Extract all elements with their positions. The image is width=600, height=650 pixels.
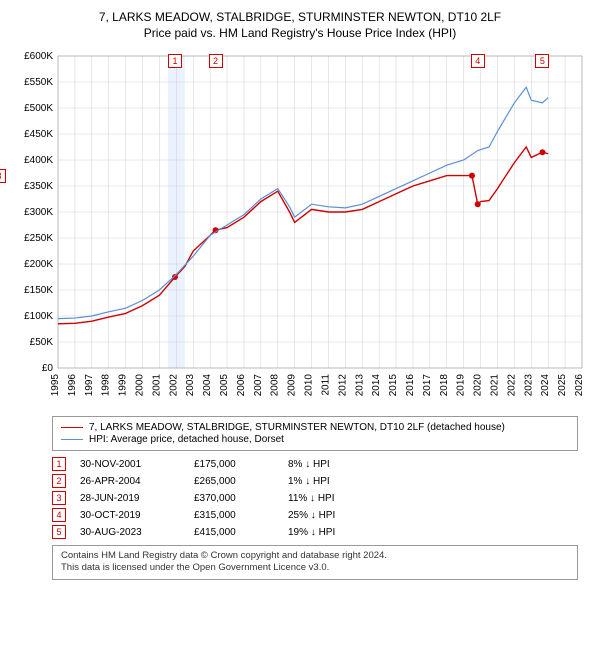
- transactions-table: 1 30-NOV-2001 £175,000 8% ↓ HPI 2 26-APR-2004…: [52, 457, 578, 539]
- transaction-row: 2 26-APR-2004 £265,000 1% ↓ HPI: [52, 474, 578, 488]
- svg-text:1997: 1997: [84, 374, 95, 397]
- footer-line2: This data is licensed under the Open Gov…: [61, 562, 569, 574]
- svg-text:2010: 2010: [304, 374, 315, 397]
- svg-text:£400K: £400K: [24, 155, 53, 166]
- svg-text:2002: 2002: [168, 374, 179, 397]
- svg-text:2009: 2009: [287, 374, 298, 397]
- svg-text:2014: 2014: [371, 374, 382, 397]
- chart-marker-3: 3: [0, 169, 6, 183]
- transaction-price: £265,000: [194, 476, 274, 487]
- svg-text:2013: 2013: [354, 374, 365, 397]
- svg-text:2011: 2011: [320, 374, 331, 396]
- transaction-date: 30-OCT-2019: [80, 510, 180, 521]
- svg-text:£50K: £50K: [30, 337, 54, 348]
- svg-text:2001: 2001: [151, 374, 162, 397]
- svg-text:£550K: £550K: [24, 77, 53, 88]
- svg-text:2005: 2005: [219, 374, 230, 397]
- title-line2: Price paid vs. HM Land Registry's House …: [10, 26, 590, 40]
- legend-swatch: [61, 427, 83, 428]
- svg-text:£600K: £600K: [24, 51, 53, 62]
- svg-text:2007: 2007: [253, 374, 264, 397]
- legend-row: 7, LARKS MEADOW, STALBRIDGE, STURMINSTER…: [61, 422, 569, 433]
- chart-marker-2: 2: [209, 54, 223, 68]
- svg-text:2003: 2003: [185, 374, 196, 397]
- transaction-date: 28-JUN-2019: [80, 493, 180, 504]
- svg-text:2023: 2023: [523, 374, 534, 397]
- transaction-row: 1 30-NOV-2001 £175,000 8% ↓ HPI: [52, 457, 578, 471]
- legend-swatch: [61, 439, 83, 440]
- transaction-date: 26-APR-2004: [80, 476, 180, 487]
- legend-label: HPI: Average price, detached house, Dors…: [89, 434, 284, 445]
- footer-attribution: Contains HM Land Registry data © Crown c…: [52, 545, 578, 580]
- svg-text:2026: 2026: [574, 374, 585, 397]
- svg-text:2018: 2018: [439, 374, 450, 397]
- svg-text:1998: 1998: [101, 374, 112, 397]
- transaction-price: £175,000: [194, 459, 274, 470]
- svg-text:2008: 2008: [270, 374, 281, 397]
- line-chart-svg: £0 £50K £100K £150K £200K £250K £300K £350K £400…: [10, 48, 590, 408]
- chart-marker-5: 5: [535, 54, 549, 68]
- chart-marker-1: 1: [168, 54, 182, 68]
- svg-text:£250K: £250K: [24, 233, 53, 244]
- svg-text:1999: 1999: [118, 374, 129, 397]
- transaction-pct: 25% ↓ HPI: [288, 510, 408, 521]
- transaction-num-box: 1: [52, 457, 66, 471]
- transaction-num-box: 5: [52, 525, 66, 539]
- transaction-num-box: 3: [52, 491, 66, 505]
- legend-label: 7, LARKS MEADOW, STALBRIDGE, STURMINSTER…: [89, 422, 505, 433]
- svg-text:£350K: £350K: [24, 181, 53, 192]
- footer-line1: Contains HM Land Registry data © Crown c…: [61, 550, 569, 562]
- svg-text:2022: 2022: [506, 374, 517, 397]
- svg-text:1995: 1995: [50, 374, 61, 397]
- svg-text:£200K: £200K: [24, 259, 53, 270]
- chart-area: £0 £50K £100K £150K £200K £250K £300K £350K £400…: [10, 48, 590, 408]
- transaction-row: 3 28-JUN-2019 £370,000 11% ↓ HPI: [52, 491, 578, 505]
- transaction-num-box: 2: [52, 474, 66, 488]
- title-line1: 7, LARKS MEADOW, STALBRIDGE, STURMINSTER…: [10, 10, 590, 24]
- svg-text:£450K: £450K: [24, 129, 53, 140]
- svg-text:2006: 2006: [236, 374, 247, 397]
- legend: 7, LARKS MEADOW, STALBRIDGE, STURMINSTER…: [52, 416, 578, 451]
- chart-marker-4: 4: [471, 54, 485, 68]
- svg-text:£100K: £100K: [24, 311, 53, 322]
- svg-text:2017: 2017: [422, 374, 433, 397]
- svg-text:1996: 1996: [67, 374, 78, 397]
- svg-text:2015: 2015: [388, 374, 399, 397]
- svg-text:£0: £0: [42, 363, 54, 374]
- svg-text:£500K: £500K: [24, 103, 53, 114]
- svg-text:2004: 2004: [202, 374, 213, 397]
- transaction-pct: 11% ↓ HPI: [288, 493, 408, 504]
- transaction-pct: 1% ↓ HPI: [288, 476, 408, 487]
- svg-text:2024: 2024: [540, 374, 551, 397]
- svg-text:2012: 2012: [337, 374, 348, 397]
- svg-text:£300K: £300K: [24, 207, 53, 218]
- svg-text:2025: 2025: [557, 374, 568, 397]
- svg-text:2000: 2000: [135, 374, 146, 397]
- svg-text:£150K: £150K: [24, 285, 53, 296]
- transaction-num-box: 4: [52, 508, 66, 522]
- transaction-date: 30-NOV-2001: [80, 459, 180, 470]
- svg-text:2019: 2019: [456, 374, 467, 397]
- chart-title-block: 7, LARKS MEADOW, STALBRIDGE, STURMINSTER…: [10, 10, 590, 40]
- svg-text:2020: 2020: [473, 374, 484, 397]
- transaction-price: £315,000: [194, 510, 274, 521]
- transaction-price: £415,000: [194, 527, 274, 538]
- svg-text:2016: 2016: [405, 374, 416, 397]
- legend-row: HPI: Average price, detached house, Dors…: [61, 434, 569, 445]
- svg-text:2021: 2021: [489, 374, 500, 397]
- transaction-row: 5 30-AUG-2023 £415,000 19% ↓ HPI: [52, 525, 578, 539]
- transaction-row: 4 30-OCT-2019 £315,000 25% ↓ HPI: [52, 508, 578, 522]
- transaction-price: £370,000: [194, 493, 274, 504]
- transaction-date: 30-AUG-2023: [80, 527, 180, 538]
- transaction-pct: 8% ↓ HPI: [288, 459, 408, 470]
- transaction-pct: 19% ↓ HPI: [288, 527, 408, 538]
